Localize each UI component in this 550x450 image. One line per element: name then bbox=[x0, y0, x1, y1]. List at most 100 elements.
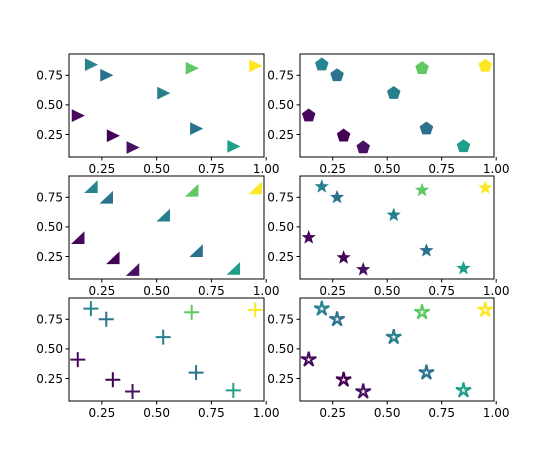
marker-layer bbox=[300, 300, 494, 399]
subplot-6: 0.25 0.50 0.75 1.00 0.25 0.50 0.75 bbox=[267, 297, 510, 420]
data-point-9 bbox=[456, 139, 471, 153]
data-point-1 bbox=[70, 352, 86, 368]
axes-frame bbox=[299, 297, 495, 402]
x-tick-label: 0.50 bbox=[374, 284, 401, 298]
data-point-7 bbox=[184, 183, 199, 197]
data-point-2 bbox=[313, 300, 330, 316]
y-tick-label: 0.50 bbox=[36, 220, 63, 234]
data-point-6 bbox=[157, 86, 171, 100]
y-tick-label: 0.50 bbox=[36, 98, 63, 112]
data-point-4 bbox=[106, 129, 120, 143]
y-tick-label: 0.75 bbox=[267, 69, 294, 83]
data-point-4 bbox=[105, 372, 121, 388]
marker-layer bbox=[301, 57, 493, 154]
axes-frame bbox=[299, 53, 495, 158]
data-point-1 bbox=[300, 351, 317, 367]
data-point-2 bbox=[314, 179, 329, 193]
data-point-5 bbox=[356, 262, 371, 276]
data-point-10 bbox=[478, 58, 493, 72]
x-tick-label: 0.25 bbox=[319, 162, 346, 176]
data-point-9 bbox=[456, 260, 471, 275]
x-tick-label: 0.50 bbox=[143, 406, 170, 420]
marker-layer bbox=[71, 180, 262, 276]
x-tick-label: 0.75 bbox=[198, 284, 225, 298]
x-tick-label: 0.75 bbox=[198, 162, 225, 176]
data-point-8 bbox=[190, 122, 204, 135]
x-tick-label: 0.50 bbox=[374, 406, 401, 420]
data-point-4 bbox=[336, 250, 351, 264]
subplot-grid: 0.25 0.50 0.75 1.00 0.25 0.50 0.75 0.25 0.50 0.75… bbox=[36, 53, 510, 420]
data-point-4 bbox=[336, 128, 351, 142]
x-tick-label: 0.75 bbox=[428, 284, 455, 298]
data-point-2 bbox=[315, 57, 329, 71]
axes-frame bbox=[68, 297, 265, 402]
data-point-10 bbox=[248, 181, 262, 195]
axes-frame bbox=[68, 175, 265, 280]
y-tick-label: 0.25 bbox=[36, 250, 63, 264]
subplot-3: 0.25 0.50 0.75 1.00 0.25 0.50 0.75 bbox=[36, 175, 280, 298]
data-point-9 bbox=[226, 261, 241, 275]
data-point-6 bbox=[386, 85, 401, 99]
axes-frame bbox=[299, 175, 495, 280]
data-point-7 bbox=[184, 304, 200, 320]
data-point-8 bbox=[189, 244, 203, 257]
data-point-3 bbox=[99, 190, 113, 204]
data-point-10 bbox=[478, 180, 493, 194]
x-tick-label: 0.25 bbox=[89, 284, 116, 298]
y-tick-label: 0.50 bbox=[267, 220, 294, 234]
data-point-9 bbox=[455, 382, 472, 398]
y-tick-label: 0.75 bbox=[36, 69, 63, 83]
data-point-9 bbox=[227, 139, 241, 153]
marker-layer bbox=[71, 58, 263, 154]
data-point-1 bbox=[301, 108, 316, 122]
data-point-7 bbox=[414, 182, 430, 197]
x-tick-label: 0.50 bbox=[374, 162, 401, 176]
data-point-1 bbox=[301, 230, 316, 244]
data-point-5 bbox=[356, 140, 370, 154]
y-tick-label: 0.25 bbox=[36, 372, 63, 386]
subplot-1: 0.25 0.50 0.75 1.00 0.25 0.50 0.75 bbox=[36, 53, 280, 176]
x-tick-label: 1.00 bbox=[483, 284, 510, 298]
y-tick-label: 0.25 bbox=[267, 372, 294, 386]
subplot-4: 0.25 0.50 0.75 1.00 0.25 0.50 0.75 bbox=[267, 175, 510, 298]
x-tick-label: 1.00 bbox=[253, 406, 280, 420]
data-point-6 bbox=[386, 207, 401, 222]
x-tick-label: 1.00 bbox=[253, 162, 280, 176]
data-point-3 bbox=[100, 68, 114, 82]
x-tick-label: 1.00 bbox=[253, 284, 280, 298]
data-point-3 bbox=[98, 311, 114, 327]
data-point-1 bbox=[71, 231, 85, 244]
data-point-4 bbox=[335, 371, 352, 387]
axes-frame bbox=[68, 53, 265, 158]
data-point-8 bbox=[418, 364, 435, 380]
data-point-3 bbox=[329, 311, 346, 327]
data-point-10 bbox=[477, 301, 494, 317]
y-tick-label: 0.50 bbox=[267, 98, 294, 112]
x-tick-label: 0.75 bbox=[198, 406, 225, 420]
x-tick-label: 0.25 bbox=[89, 406, 116, 420]
x-tick-label: 1.00 bbox=[483, 162, 510, 176]
y-tick-label: 0.25 bbox=[267, 128, 294, 142]
data-point-5 bbox=[125, 263, 140, 276]
x-tick-label: 0.25 bbox=[89, 162, 116, 176]
x-tick-label: 0.50 bbox=[143, 162, 170, 176]
y-tick-label: 0.50 bbox=[36, 342, 63, 356]
data-point-5 bbox=[125, 384, 141, 400]
data-point-4 bbox=[106, 251, 120, 265]
data-point-10 bbox=[247, 302, 263, 318]
data-point-2 bbox=[83, 301, 99, 317]
subplot-2: 0.25 0.50 0.75 1.00 0.25 0.50 0.75 bbox=[267, 53, 510, 176]
y-tick-label: 0.25 bbox=[36, 128, 63, 142]
data-point-10 bbox=[249, 59, 263, 73]
x-tick-label: 1.00 bbox=[483, 406, 510, 420]
data-point-6 bbox=[155, 329, 171, 345]
x-tick-label: 0.75 bbox=[428, 162, 455, 176]
x-tick-label: 0.50 bbox=[143, 284, 170, 298]
data-point-3 bbox=[330, 68, 344, 82]
data-point-8 bbox=[188, 365, 204, 381]
data-point-3 bbox=[329, 189, 345, 204]
data-point-2 bbox=[84, 58, 99, 72]
x-tick-label: 0.25 bbox=[319, 284, 346, 298]
data-point-7 bbox=[414, 304, 431, 320]
